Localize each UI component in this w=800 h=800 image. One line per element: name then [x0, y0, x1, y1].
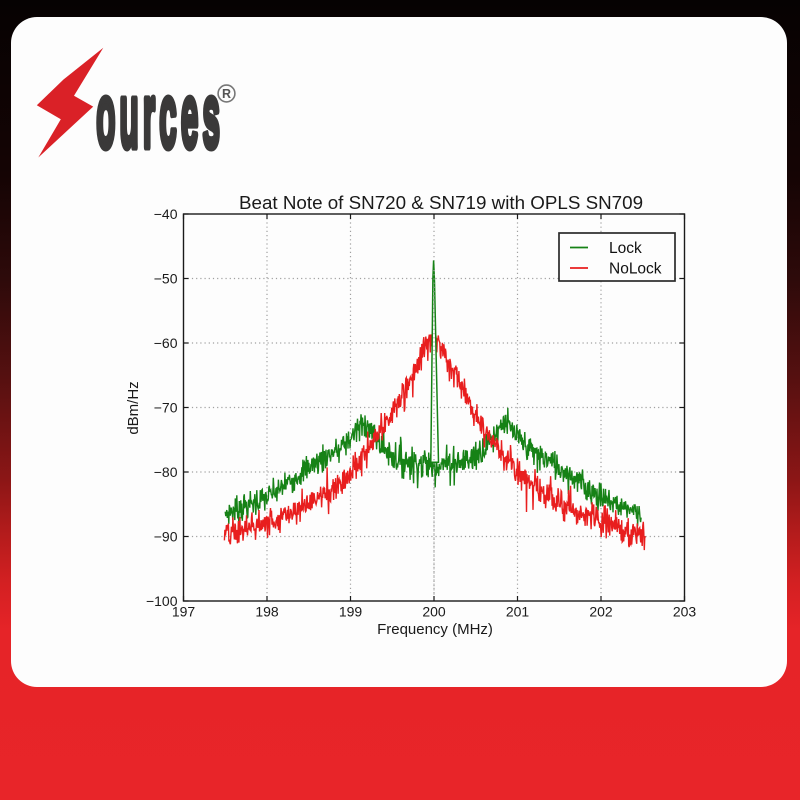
- svg-text:Frequency (MHz): Frequency (MHz): [377, 621, 493, 638]
- svg-text:−90: −90: [154, 529, 178, 545]
- svg-text:−50: −50: [154, 271, 178, 287]
- svg-text:200: 200: [422, 604, 446, 620]
- svg-text:ources: ources: [96, 67, 224, 167]
- svg-text:203: 203: [673, 604, 697, 620]
- svg-text:−100: −100: [146, 593, 178, 609]
- svg-text:−70: −70: [154, 400, 178, 416]
- svg-text:NoLock: NoLock: [609, 261, 662, 278]
- svg-text:−80: −80: [154, 464, 178, 480]
- svg-text:202: 202: [589, 604, 613, 620]
- svg-text:201: 201: [506, 604, 530, 620]
- svg-text:Beat Note of SN720 & SN719 wit: Beat Note of SN720 & SN719 with OPLS SN7…: [239, 192, 643, 213]
- svg-text:199: 199: [339, 604, 363, 620]
- svg-text:dBm/Hz: dBm/Hz: [125, 381, 142, 434]
- svg-text:−60: −60: [154, 335, 178, 351]
- svg-text:198: 198: [255, 604, 279, 620]
- svg-text:197: 197: [172, 604, 196, 620]
- svg-text:−40: −40: [154, 206, 178, 222]
- svg-text:R: R: [222, 87, 231, 101]
- svg-text:Lock: Lock: [609, 240, 642, 257]
